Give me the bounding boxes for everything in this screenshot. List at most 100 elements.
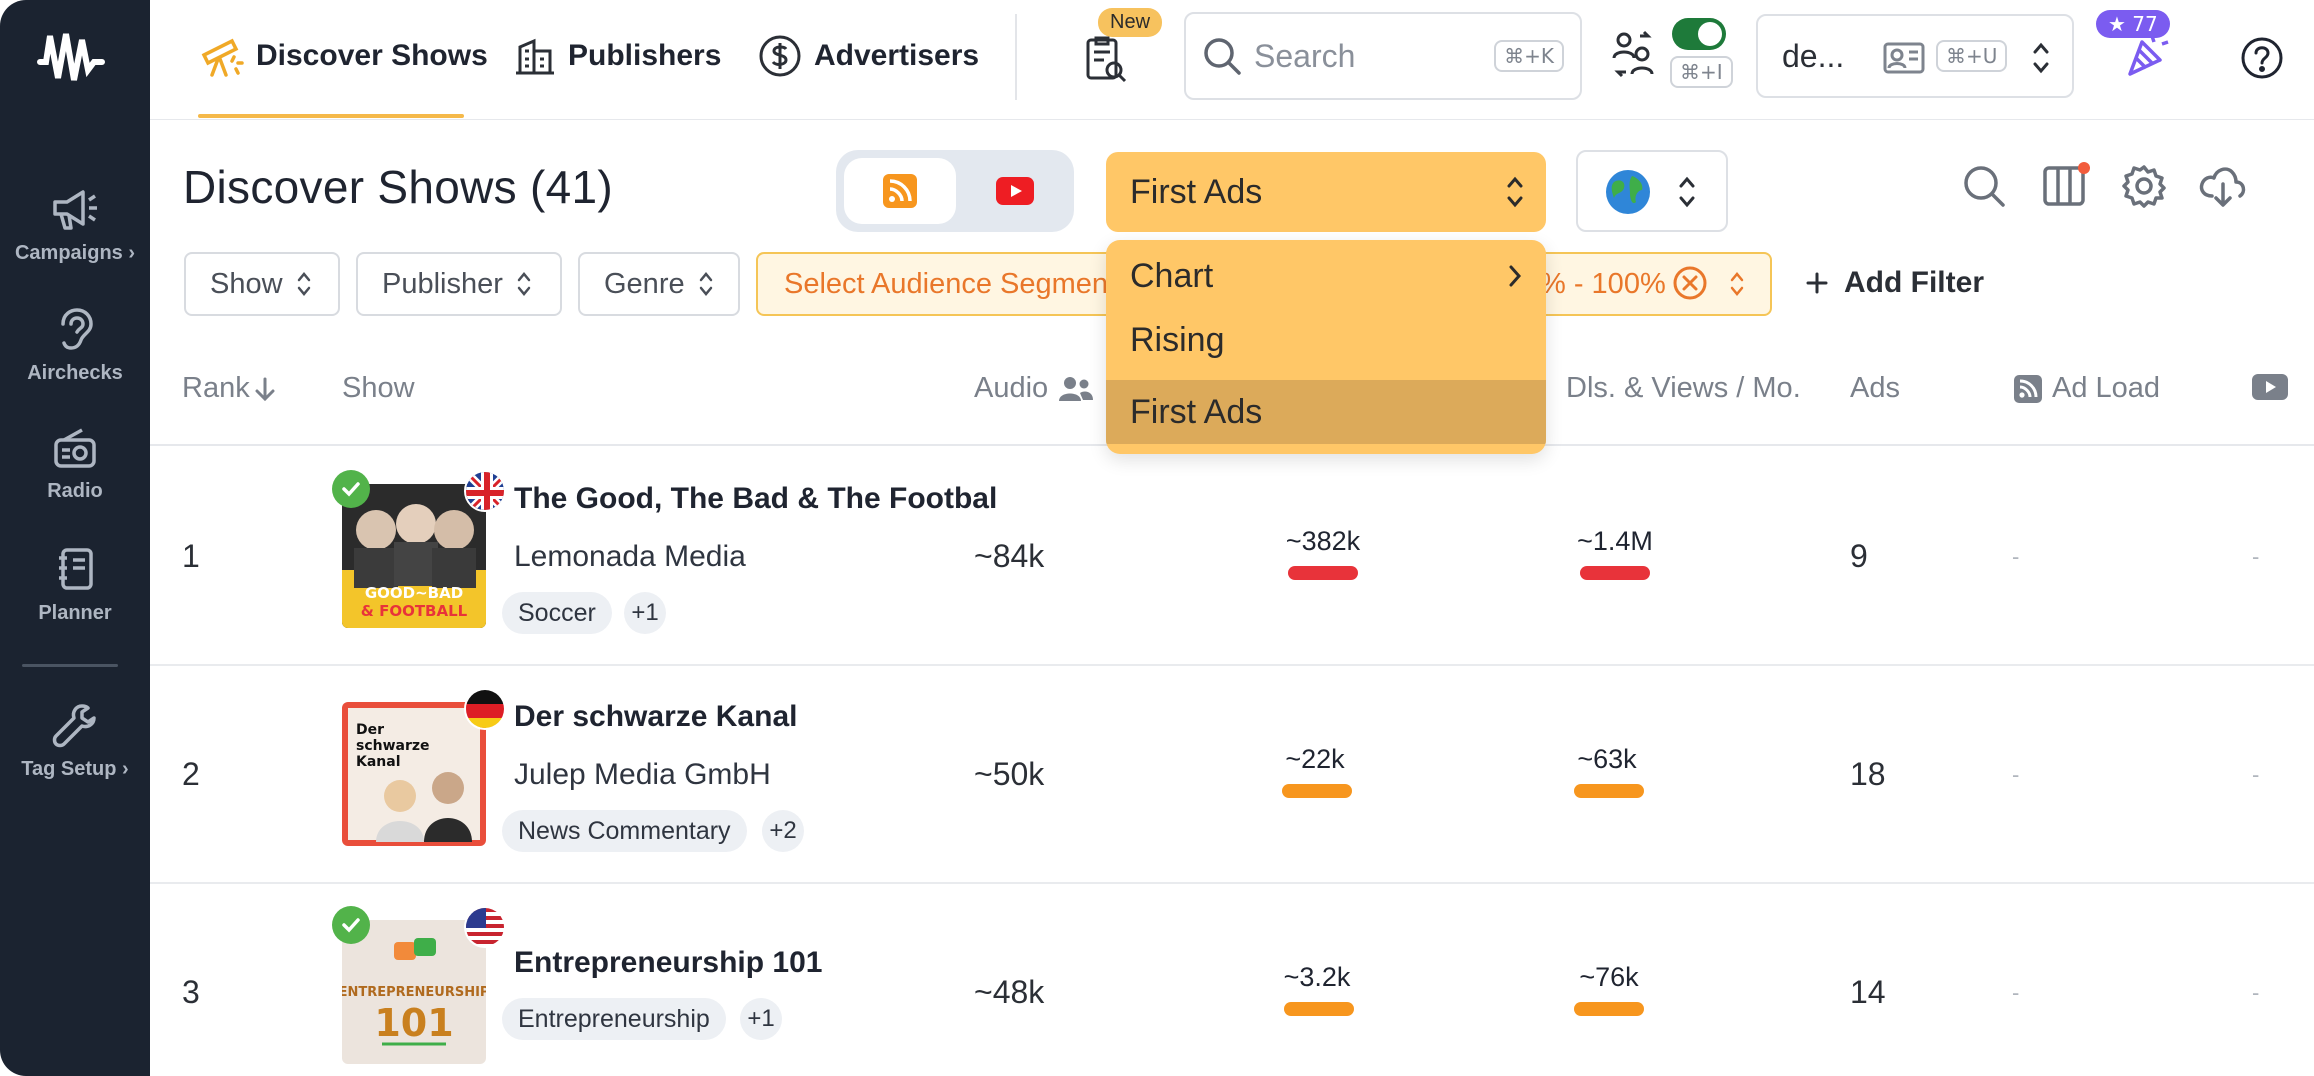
chevron-updown-icon [1507, 176, 1523, 208]
show-publisher[interactable]: Lemonada Media [514, 540, 746, 573]
tab-publishers[interactable]: Publishers [514, 26, 721, 86]
ads-cell: 9 [1850, 538, 1868, 574]
show-cover[interactable]: Der schwarze Kanal [342, 702, 486, 846]
add-filter-button[interactable]: Add Filter [1806, 266, 1984, 300]
sidebar-item-campaigns[interactable]: Campaigns › [0, 186, 150, 265]
more-tags-badge[interactable]: +1 [624, 592, 666, 634]
publisher-filter[interactable]: Publisher [356, 252, 562, 316]
flag-usa-icon [464, 906, 506, 948]
star-count-badge: ★ 77 [2096, 10, 2170, 38]
svg-text:schwarze: schwarze [356, 738, 430, 754]
column-header-downloads-views[interactable]: Dls. & Views / Mo. [1566, 372, 1801, 405]
menu-item-label: Rising [1130, 320, 1225, 359]
downloads-views-bar [1574, 1002, 1644, 1016]
genre-tag[interactable]: News Commentary [502, 810, 747, 852]
chevron-updown-icon [517, 272, 531, 296]
search-icon[interactable] [1962, 164, 2006, 208]
column-header-rank[interactable]: Rank [182, 372, 276, 405]
metric-a-bar [1288, 566, 1358, 580]
menu-item-rising[interactable]: Rising [1106, 308, 1546, 372]
rss-icon [883, 174, 917, 208]
show-title[interactable]: Der schwarze Kanal [514, 700, 798, 733]
tab-advertisers[interactable]: Advertisers [758, 26, 979, 86]
flag-germany-icon [464, 688, 506, 730]
clear-circle-icon[interactable] [1672, 265, 1708, 301]
column-header-ads[interactable]: Ads [1850, 372, 1900, 405]
sidebar-item-tag-setup[interactable]: Tag Setup › [0, 702, 150, 781]
menu-item-first-ads[interactable]: First Ads [1106, 380, 1546, 444]
account-value: de... [1782, 37, 1845, 74]
metric-a-value: ~3.2k [1283, 962, 1351, 992]
logo-icon[interactable] [36, 26, 106, 88]
wrench-icon [52, 704, 96, 748]
cover-art: GOOD~BAD & FOOTBALL [342, 484, 486, 628]
audience-icon [1059, 376, 1094, 401]
people-switch-icon[interactable] [1610, 30, 1656, 78]
source-podcast-button[interactable] [844, 158, 956, 224]
sidebar-item-label: Planner [38, 602, 112, 624]
genre-tag[interactable]: Soccer [502, 592, 612, 634]
menu-item-chart[interactable]: Chart [1106, 244, 1546, 308]
ear-icon [61, 308, 93, 350]
add-filter-label: Add Filter [1844, 266, 1984, 299]
arrow-down-icon [255, 377, 275, 401]
sidebar-item-airchecks[interactable]: Airchecks [0, 306, 150, 385]
column-label: Ad Load [2052, 372, 2161, 404]
video-cell: - [2252, 980, 2260, 1005]
metric-a-value: ~382k [1285, 526, 1361, 556]
youtube-icon [996, 177, 1034, 205]
chevron-right-icon [1509, 265, 1522, 287]
ranking-mode-select[interactable]: First Ads [1106, 152, 1546, 232]
tab-label: Advertisers [814, 39, 980, 72]
search-input[interactable]: Search ⌘+K [1184, 12, 1582, 100]
more-tags-badge[interactable]: +2 [762, 810, 804, 852]
genre-filter[interactable]: Genre [578, 252, 740, 316]
help-icon[interactable] [2240, 36, 2284, 80]
show-title[interactable]: Entrepreneurship 101 [514, 946, 823, 979]
column-header-show[interactable]: Show [342, 372, 415, 405]
show-cover[interactable]: ENTREPRENEURSHIP 101 [342, 920, 486, 1064]
tab-label: Discover Shows [256, 39, 488, 72]
show-filter[interactable]: Show [184, 252, 340, 316]
region-select[interactable] [1576, 150, 1728, 232]
plus-icon [1806, 272, 1828, 294]
top-bar: Discover Shows Publishers Advertisers Ne… [150, 0, 2314, 120]
filter-label: Show [210, 267, 283, 300]
clipboard-search-icon[interactable] [1084, 34, 1128, 84]
sidebar-item-planner[interactable]: Planner [0, 546, 150, 625]
account-selector[interactable]: de... ⌘+U [1756, 14, 2074, 98]
cover-art: Der schwarze Kanal [342, 702, 486, 846]
cloud-download-icon[interactable] [2198, 164, 2248, 208]
divider [1015, 14, 1017, 100]
column-label: Dls. & Views / Mo. [1566, 372, 1801, 404]
toggle-shortcut: ⌘+I [1670, 56, 1733, 88]
audience-range-value: % - 100% [1540, 268, 1666, 300]
column-header-audio[interactable]: Audio [974, 372, 1094, 405]
columns-icon[interactable] [2042, 160, 2092, 208]
svg-text:ENTREPRENEURSHIP: ENTREPRENEURSHIP [342, 985, 486, 1000]
ad-load-cell: - [2012, 762, 2020, 787]
new-badge: New [1098, 8, 1163, 37]
tab-discover-shows[interactable]: Discover Shows [198, 26, 488, 86]
gear-icon[interactable] [2122, 164, 2166, 208]
show-publisher[interactable]: Julep Media GmbH [514, 758, 771, 791]
account-shortcut: ⌘+U [1936, 40, 2008, 72]
ads-cell: 14 [1850, 974, 1886, 1010]
show-cover[interactable]: GOOD~BAD & FOOTBALL [342, 484, 486, 628]
globe-icon [1606, 170, 1650, 214]
column-header-ad-load[interactable]: Ad Load [2014, 372, 2160, 405]
verified-icon [332, 470, 370, 508]
row-divider [150, 882, 2314, 884]
column-label: Rank [182, 372, 250, 404]
downloads-views-value: ~76k [1579, 962, 1639, 992]
show-title[interactable]: The Good, The Bad & The Footbal [514, 482, 998, 515]
chevron-updown-icon [1730, 272, 1744, 296]
sidebar-item-radio[interactable]: Radio [0, 426, 150, 503]
more-tags-badge[interactable]: +1 [740, 998, 782, 1040]
mode-toggle[interactable] [1672, 18, 1726, 50]
genre-tag[interactable]: Entrepreneurship [502, 998, 726, 1040]
building-icon [516, 38, 554, 75]
svg-text:Kanal: Kanal [356, 754, 401, 770]
source-youtube-button[interactable] [964, 158, 1066, 224]
sidebar-item-label: Tag Setup › [21, 758, 129, 780]
